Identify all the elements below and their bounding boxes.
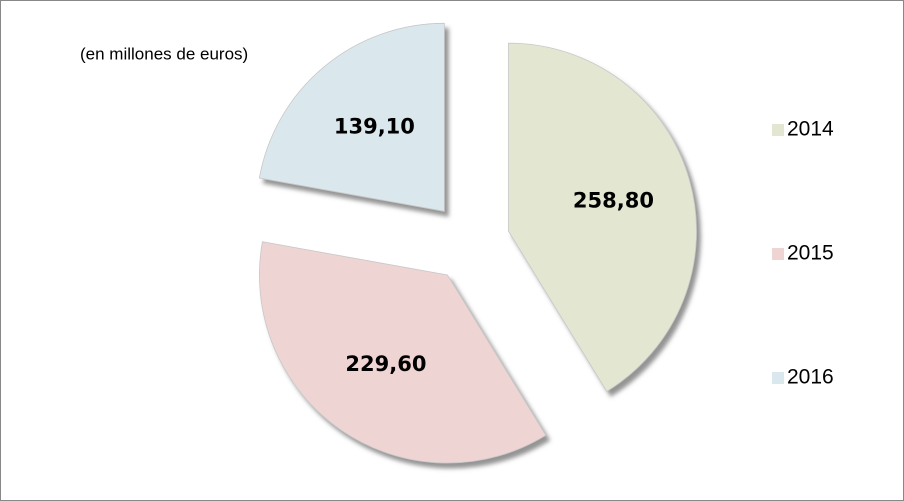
pie-slice (258, 22, 445, 212)
pie-slice (508, 42, 697, 392)
legend-swatch (772, 124, 784, 136)
subtitle: (en millones de euros) (80, 44, 248, 63)
legend-swatch (772, 248, 784, 260)
data-label: 258,80 (573, 189, 654, 213)
legend-swatch (772, 372, 784, 384)
legend-label: 2014 (787, 118, 834, 141)
legend-label: 2016 (787, 366, 834, 389)
data-label: 139,10 (334, 115, 415, 139)
data-label: 229,60 (345, 352, 426, 376)
pie-slice (259, 241, 547, 464)
legend-label: 2015 (787, 242, 834, 265)
